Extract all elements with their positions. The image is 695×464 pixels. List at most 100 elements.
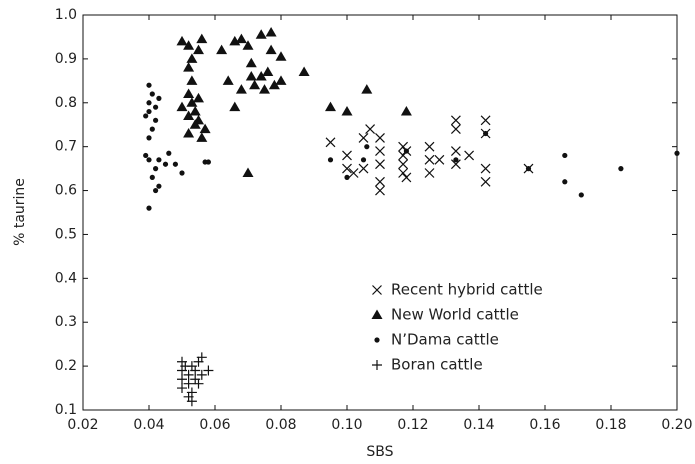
- legend-marker: [372, 285, 382, 295]
- point: [255, 70, 267, 81]
- x-tick-label: 0.06: [199, 417, 230, 433]
- point: [450, 146, 461, 156]
- x-tick-label: 0.18: [595, 417, 626, 433]
- point: [242, 40, 254, 50]
- point: [358, 132, 369, 143]
- point: [143, 152, 149, 159]
- x-tick-label: 0.04: [133, 417, 164, 433]
- point: [186, 97, 198, 107]
- y-tick-label: 0.6: [55, 183, 77, 199]
- point: [235, 33, 247, 44]
- point: [196, 33, 208, 44]
- point: [222, 75, 234, 85]
- point: [186, 396, 197, 407]
- y-tick-label: 0.7: [55, 139, 77, 155]
- point: [183, 378, 194, 389]
- legend-marker: [374, 337, 380, 343]
- point: [434, 154, 445, 165]
- point: [398, 168, 409, 178]
- y-tick-label: 0.1: [55, 402, 77, 418]
- point: [242, 167, 254, 177]
- point: [342, 163, 352, 174]
- point: [186, 75, 198, 85]
- point: [153, 104, 159, 110]
- point: [375, 132, 385, 143]
- point: [259, 84, 270, 94]
- x-tick-label: 0.14: [463, 417, 494, 433]
- x-tick-label: 0.12: [397, 417, 428, 433]
- point: [199, 123, 211, 134]
- point: [525, 166, 532, 172]
- point: [186, 387, 197, 398]
- point: [450, 124, 461, 135]
- point: [146, 157, 152, 163]
- point: [149, 91, 155, 97]
- point: [483, 130, 489, 137]
- point: [156, 157, 162, 163]
- point: [177, 374, 187, 385]
- point: [176, 35, 188, 46]
- point: [193, 44, 204, 55]
- point: [177, 383, 187, 394]
- point: [189, 119, 201, 129]
- point: [193, 378, 204, 389]
- point: [205, 159, 211, 165]
- point: [344, 174, 350, 180]
- point: [562, 179, 568, 185]
- y-tick-label: 0.9: [55, 51, 77, 67]
- y-tick-label: 0.4: [55, 270, 77, 286]
- point: [193, 92, 204, 103]
- x-tick-label: 0.08: [265, 417, 296, 433]
- point: [162, 161, 169, 167]
- y-tick-label: 0.5: [55, 226, 77, 242]
- point: [245, 70, 257, 81]
- point: [464, 150, 475, 161]
- point: [360, 157, 367, 163]
- x-axis-label: SBS: [366, 444, 393, 460]
- point: [262, 66, 274, 77]
- point: [375, 159, 385, 170]
- point: [153, 166, 159, 172]
- y-tick-label: 0.2: [55, 358, 77, 374]
- legend-text: New World cattle: [391, 306, 519, 324]
- point: [424, 168, 435, 178]
- x-tick-label: 0.20: [661, 417, 692, 433]
- point: [365, 124, 376, 135]
- point: [153, 187, 159, 194]
- point: [146, 135, 152, 141]
- point: [424, 154, 435, 165]
- point: [149, 174, 155, 180]
- point: [149, 126, 155, 132]
- point: [618, 166, 624, 172]
- legend-marker: [371, 309, 383, 319]
- plot-frame: [82, 14, 678, 411]
- point: [325, 137, 336, 148]
- y-axis-label: % taurine: [12, 178, 28, 246]
- point: [146, 100, 152, 106]
- point: [245, 57, 257, 68]
- point: [401, 172, 412, 183]
- point: [255, 29, 267, 39]
- point: [196, 132, 208, 142]
- y-tick-label: 1.0: [55, 7, 77, 23]
- x-tick-label: 0.10: [331, 417, 362, 433]
- point: [268, 79, 280, 90]
- point: [348, 168, 359, 178]
- point: [153, 117, 159, 123]
- point: [196, 369, 207, 380]
- point: [275, 51, 287, 61]
- point: [327, 157, 334, 163]
- point: [186, 53, 198, 63]
- point: [341, 106, 353, 116]
- x-tick-label: 0.16: [529, 417, 560, 433]
- point: [361, 84, 373, 94]
- point: [183, 128, 195, 138]
- legend-text: Boran cattle: [391, 356, 483, 374]
- y-tick-label: 0.8: [55, 95, 77, 111]
- point: [358, 163, 369, 174]
- point: [480, 176, 491, 187]
- point: [143, 113, 149, 119]
- point: [156, 95, 162, 101]
- point: [249, 79, 261, 90]
